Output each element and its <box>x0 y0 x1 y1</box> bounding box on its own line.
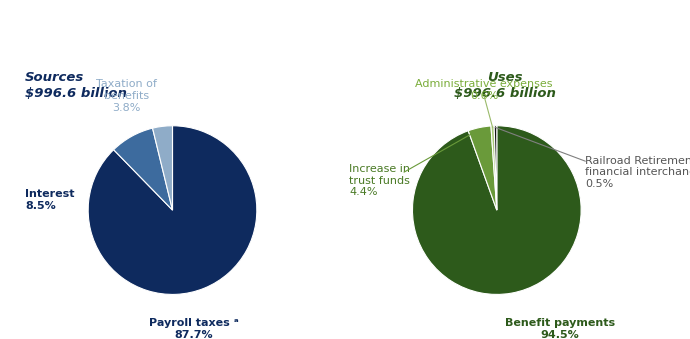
Wedge shape <box>152 126 172 210</box>
Wedge shape <box>114 128 172 210</box>
Text: Uses
$996.6 billion: Uses $996.6 billion <box>454 71 556 100</box>
Wedge shape <box>494 126 497 210</box>
Wedge shape <box>413 126 581 295</box>
Text: Benefit payments
94.5%: Benefit payments 94.5% <box>505 318 615 339</box>
Text: Payroll taxes ᵃ
87.7%: Payroll taxes ᵃ 87.7% <box>149 318 239 339</box>
Wedge shape <box>491 126 497 210</box>
Text: Sources
$996.6 billion: Sources $996.6 billion <box>25 71 127 100</box>
Wedge shape <box>469 126 497 210</box>
Text: Taxation of
benefits
3.8%: Taxation of benefits 3.8% <box>96 79 157 113</box>
Text: Administrative expenses
0.6%: Administrative expenses 0.6% <box>415 79 553 101</box>
Text: Increase in
trust funds
4.4%: Increase in trust funds 4.4% <box>349 164 411 197</box>
Wedge shape <box>88 126 257 295</box>
Text: Railroad Retirement
financial interchange
0.5%: Railroad Retirement financial interchang… <box>585 156 690 189</box>
Text: Interest
8.5%: Interest 8.5% <box>25 189 75 211</box>
